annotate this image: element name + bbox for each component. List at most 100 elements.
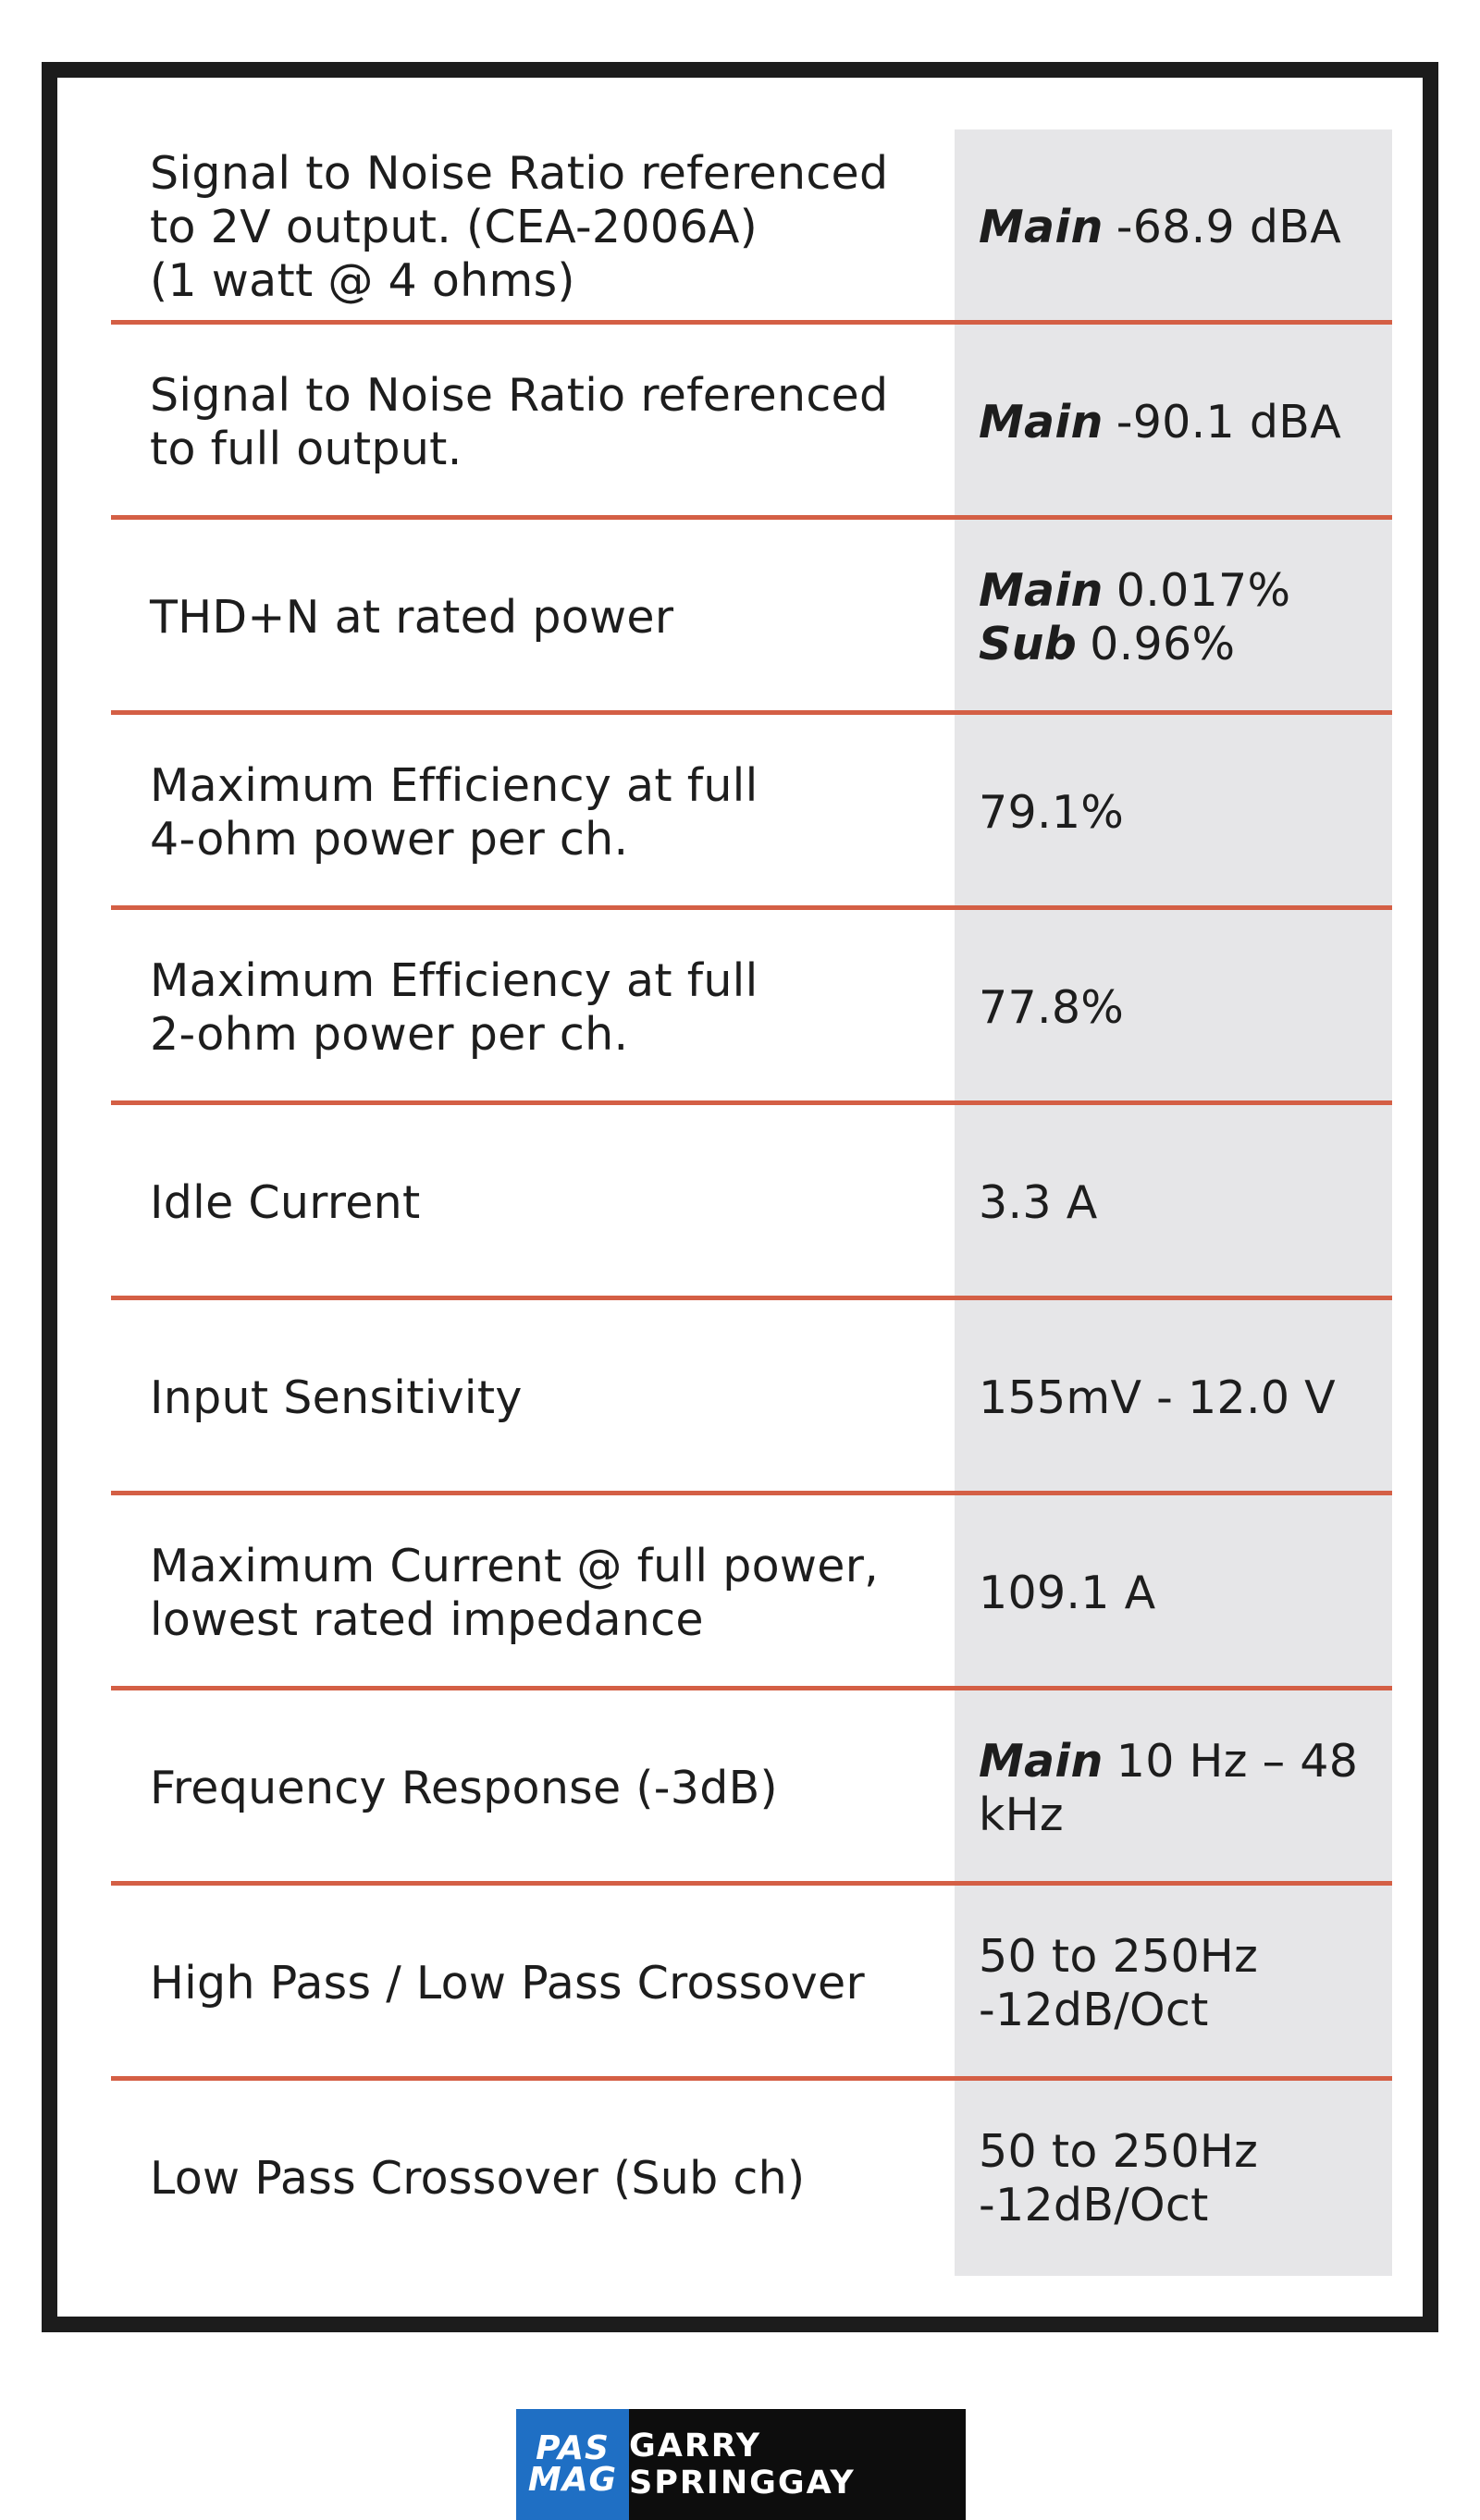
- spec-value: 77.8%: [955, 910, 1392, 1105]
- spec-value-line: 77.8%: [979, 981, 1381, 1035]
- row-separator: [111, 1296, 1392, 1300]
- spec-value: 109.1 A: [955, 1495, 1392, 1690]
- value-text: 77.8%: [979, 980, 1125, 1034]
- spec-label-line: Maximum Efficiency at full: [150, 758, 758, 812]
- spec-label-line: to 2V output. (CEA-2006A): [150, 200, 758, 253]
- spec-value: 3.3 A: [955, 1105, 1392, 1300]
- row-separator: [111, 515, 1392, 520]
- value-text: 50 to 250Hz: [979, 2124, 1259, 2178]
- spec-value: Main 0.017% Sub 0.96%: [955, 520, 1392, 715]
- spec-label-line: Signal to Noise Ratio referenced: [150, 368, 889, 422]
- spec-table: Signal to Noise Ratio referenced to 2V ou…: [111, 129, 1392, 2276]
- spec-value: 79.1%: [955, 715, 1392, 910]
- spec-value-line: Main -90.1 dBA: [979, 396, 1381, 449]
- spec-label-line: High Pass / Low Pass Crossover: [150, 1956, 865, 2010]
- spec-label: Low Pass Crossover (Sub ch): [111, 2081, 955, 2276]
- row-separator: [111, 905, 1392, 910]
- spec-value: Main -68.9 dBA: [955, 129, 1392, 325]
- spec-value-line: -12dB/Oct: [979, 1984, 1381, 2037]
- spec-row: Signal to Noise Ratio referenced to 2V ou…: [111, 129, 1392, 325]
- spec-label-line: to full output.: [150, 422, 462, 475]
- spec-label-line: Low Pass Crossover (Sub ch): [150, 2151, 806, 2205]
- row-separator: [111, 1491, 1392, 1495]
- spec-label-line: 4-ohm power per ch.: [150, 812, 629, 866]
- spec-label-line: Maximum Current @ full power,: [150, 1539, 880, 1592]
- value-text: -12dB/Oct: [979, 2178, 1209, 2231]
- row-separator: [111, 320, 1392, 325]
- spec-label-line: Signal to Noise Ratio referenced: [150, 146, 889, 200]
- spec-value: 50 to 250Hz -12dB/Oct: [955, 2081, 1392, 2276]
- spec-value-line: 109.1 A: [979, 1567, 1381, 1620]
- spec-value-line: -12dB/Oct: [979, 2179, 1381, 2232]
- spec-row: Input Sensitivity 155mV - 12.0 V: [111, 1300, 1392, 1495]
- spec-value-line: Main 10 Hz – 48: [979, 1735, 1381, 1789]
- spec-value: 155mV - 12.0 V: [955, 1300, 1392, 1495]
- spec-label: Frequency Response (-3dB): [111, 1690, 955, 1886]
- spec-value: 50 to 250Hz -12dB/Oct: [955, 1886, 1392, 2081]
- pasmag-logo: PAS MAG: [516, 2409, 629, 2520]
- spec-label-line: Idle Current: [150, 1175, 421, 1229]
- spec-row: Idle Current 3.3 A: [111, 1105, 1392, 1300]
- spec-row: Signal to Noise Ratio referenced to full …: [111, 325, 1392, 520]
- value-text: 0.96%: [1090, 617, 1236, 670]
- spec-label: Maximum Efficiency at full 4-ohm power pe…: [111, 715, 955, 910]
- row-separator: [111, 2076, 1392, 2081]
- spec-card: Signal to Noise Ratio referenced to 2V ou…: [42, 62, 1438, 2332]
- spec-value-line: kHz: [979, 1788, 1064, 1841]
- spec-value: Main 10 Hz – 48 kHz: [955, 1690, 1392, 1886]
- spec-label-line: lowest rated impedance: [150, 1592, 704, 1646]
- row-separator: [111, 1686, 1392, 1690]
- spec-label-line: Maximum Efficiency at full: [150, 953, 758, 1007]
- spec-label: Signal to Noise Ratio referenced to full …: [111, 325, 955, 520]
- spec-label: Maximum Current @ full power, lowest rate…: [111, 1495, 955, 1690]
- value-text: 10 Hz – 48: [1116, 1734, 1359, 1788]
- spec-value-line: Main 0.017%: [979, 564, 1381, 618]
- spec-value-line: 79.1%: [979, 786, 1381, 840]
- spec-row: High Pass / Low Pass Crossover 50 to 250H…: [111, 1886, 1392, 2081]
- spec-label: Signal to Noise Ratio referenced to 2V ou…: [111, 129, 955, 325]
- author-name: GARRY SPRINGGAY: [629, 2409, 966, 2520]
- spec-value-line: Main -68.9 dBA: [979, 201, 1381, 254]
- spec-label-line: Input Sensitivity: [150, 1371, 523, 1424]
- value-text: -12dB/Oct: [979, 1983, 1209, 2036]
- footer-credit: PAS MAG GARRY SPRINGGAY: [516, 2409, 966, 2520]
- value-text: 155mV - 12.0 V: [979, 1371, 1337, 1424]
- spec-row: Low Pass Crossover (Sub ch) 50 to 250Hz -1…: [111, 2081, 1392, 2276]
- value-text: 79.1%: [979, 785, 1125, 839]
- channel-label: Main: [979, 563, 1104, 617]
- row-separator: [111, 1100, 1392, 1105]
- row-separator: [111, 710, 1392, 715]
- spec-label-line: 2-ohm power per ch.: [150, 1007, 629, 1061]
- spec-row: Maximum Efficiency at full 2-ohm power pe…: [111, 910, 1392, 1105]
- spec-label: Input Sensitivity: [111, 1300, 955, 1495]
- spec-value-line: 50 to 250Hz: [979, 1930, 1381, 1984]
- spec-value-line: 50 to 250Hz: [979, 2125, 1381, 2179]
- spec-row: Frequency Response (-3dB) Main 10 Hz – 48 k…: [111, 1690, 1392, 1886]
- spec-label-line: (1 watt @ 4 ohms): [150, 253, 575, 307]
- spec-value-line: 3.3 A: [979, 1176, 1381, 1230]
- channel-label: Sub: [979, 617, 1078, 670]
- spec-value-line: 155mV - 12.0 V: [979, 1371, 1381, 1425]
- spec-row: Maximum Efficiency at full 4-ohm power pe…: [111, 715, 1392, 910]
- spec-label: High Pass / Low Pass Crossover: [111, 1886, 955, 2081]
- channel-label: Main: [979, 395, 1104, 449]
- value-text: 3.3 A: [979, 1175, 1098, 1229]
- spec-label: THD+N at rated power: [111, 520, 955, 715]
- value-text: 50 to 250Hz: [979, 1929, 1259, 1983]
- spec-row: THD+N at rated power Main 0.017% Sub 0.96%: [111, 520, 1392, 715]
- logo-line-1: PAS: [536, 2429, 610, 2467]
- spec-label: Idle Current: [111, 1105, 955, 1300]
- logo-line-2: MAG: [527, 2461, 618, 2499]
- row-separator: [111, 1881, 1392, 1886]
- spec-value-line: Sub 0.96%: [979, 618, 1381, 671]
- value-text: -90.1 dBA: [1116, 395, 1342, 449]
- channel-label: Main: [979, 1734, 1104, 1788]
- spec-value: Main -90.1 dBA: [955, 325, 1392, 520]
- channel-label: Main: [979, 200, 1104, 253]
- spec-label: Maximum Efficiency at full 2-ohm power pe…: [111, 910, 955, 1105]
- value-text: 0.017%: [1116, 563, 1291, 617]
- value-text: 109.1 A: [979, 1566, 1156, 1619]
- spec-row: Maximum Current @ full power, lowest rate…: [111, 1495, 1392, 1690]
- value-text: -68.9 dBA: [1116, 200, 1342, 253]
- spec-label-line: THD+N at rated power: [150, 590, 674, 644]
